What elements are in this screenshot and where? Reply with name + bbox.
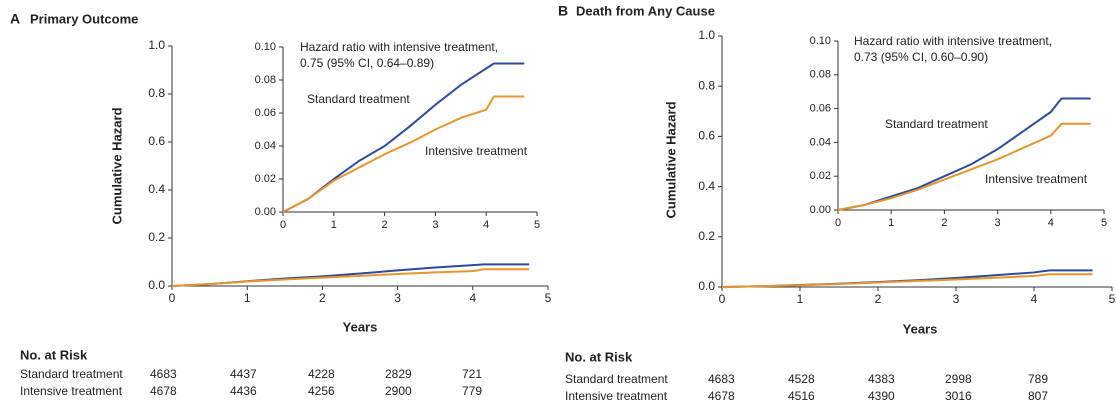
risk-value: 807 bbox=[1028, 389, 1048, 403]
risk-value: 4390 bbox=[868, 389, 895, 403]
series-label: Intensive treatment bbox=[425, 144, 528, 158]
main-x-tick-label: 0 bbox=[169, 291, 176, 305]
inset-line bbox=[282, 95, 525, 213]
x-axis-label: Years bbox=[903, 321, 938, 336]
y-axis-label: Cumulative Hazard bbox=[109, 107, 124, 224]
series-label: Intensive treatment bbox=[985, 172, 1088, 186]
risk-value: 4678 bbox=[150, 384, 177, 398]
inset-y-tick-label: 0.08 bbox=[255, 74, 276, 86]
main-y-tick-label: 0.0 bbox=[148, 278, 165, 292]
inset-x-tick-label: 1 bbox=[888, 217, 894, 229]
series-label: Standard treatment bbox=[307, 92, 410, 106]
main-x-tick-label: 3 bbox=[953, 292, 960, 306]
x-axis-label: Years bbox=[343, 319, 378, 334]
inset-y-tick-label: 0.00 bbox=[255, 206, 276, 218]
inset-x-tick-label: 3 bbox=[432, 219, 438, 231]
main-x-tick-label: 4 bbox=[1031, 292, 1038, 306]
risk-value: 2829 bbox=[385, 367, 412, 381]
inset-y-tick-label: 0.02 bbox=[810, 170, 831, 182]
inset-y-tick-label: 0.04 bbox=[810, 136, 831, 148]
risk-value: 3016 bbox=[945, 389, 972, 403]
risk-table-title: No. at Risk bbox=[565, 349, 633, 364]
inset-y-tick-label: 0.06 bbox=[255, 107, 276, 119]
inset-y-tick-label: 0.04 bbox=[255, 140, 276, 152]
risk-value: 4528 bbox=[788, 372, 815, 386]
annotation: Hazard ratio with intensive treatment, bbox=[300, 40, 498, 54]
risk-value: 779 bbox=[462, 384, 482, 398]
inset-x-tick-label: 1 bbox=[331, 219, 337, 231]
main-y-tick-label: 0.2 bbox=[698, 229, 715, 243]
panel-title: Death from Any Cause bbox=[576, 3, 715, 18]
inset-x-tick-label: 2 bbox=[941, 217, 947, 229]
risk-value: 4516 bbox=[788, 389, 815, 403]
inset-x-tick-label: 4 bbox=[483, 219, 489, 231]
line bbox=[721, 269, 1093, 288]
inset-x-tick-label: 3 bbox=[995, 217, 1001, 229]
risk-row-name: Intensive treatment bbox=[565, 389, 668, 403]
inset-x-tick-label: 2 bbox=[382, 219, 388, 231]
inset-x-tick-label: 5 bbox=[1101, 217, 1107, 229]
inset-y-tick-label: 0.08 bbox=[810, 69, 831, 81]
risk-value: 2900 bbox=[385, 384, 412, 398]
panel-title: Primary Outcome bbox=[30, 11, 138, 26]
risk-value: 2998 bbox=[945, 372, 972, 386]
risk-row-name: Intensive treatment bbox=[20, 384, 123, 398]
risk-row-name: Standard treatment bbox=[20, 367, 123, 381]
inset-x-tick-label: 5 bbox=[534, 219, 540, 231]
risk-value: 4683 bbox=[708, 372, 735, 386]
risk-value: 4228 bbox=[308, 367, 335, 381]
risk-table-title: No. at Risk bbox=[20, 347, 88, 362]
inset-y-tick-label: 0.02 bbox=[255, 173, 276, 185]
line bbox=[171, 268, 530, 287]
main-y-tick-label: 0.6 bbox=[698, 129, 715, 143]
main-x-tick-label: 5 bbox=[545, 291, 552, 305]
risk-value: 789 bbox=[1028, 372, 1048, 386]
main-x-tick-label: 2 bbox=[319, 291, 326, 305]
line bbox=[721, 273, 1093, 288]
y-axis-label: Cumulative Hazard bbox=[663, 101, 678, 218]
inset-x-tick-label: 4 bbox=[1048, 217, 1054, 229]
main-x-tick-label: 5 bbox=[1109, 292, 1116, 306]
main-x-tick-label: 1 bbox=[244, 291, 251, 305]
panel-label: A bbox=[10, 11, 20, 27]
main-y-tick-label: 1.0 bbox=[698, 28, 715, 42]
inset-y-tick-label: 0.10 bbox=[810, 35, 831, 47]
main-x-tick-label: 1 bbox=[797, 292, 804, 306]
main-x-tick-label: 0 bbox=[719, 292, 726, 306]
main-y-tick-label: 0.4 bbox=[148, 182, 165, 196]
inset-y-tick-label: 0.10 bbox=[255, 41, 276, 53]
main-x-tick-label: 3 bbox=[394, 291, 401, 305]
annotation: 0.73 (95% CI, 0.60–0.90) bbox=[854, 50, 988, 64]
risk-value: 721 bbox=[462, 367, 482, 381]
risk-value: 4256 bbox=[308, 384, 335, 398]
inset-x-tick-label: 0 bbox=[835, 217, 841, 229]
main-x-tick-label: 4 bbox=[469, 291, 476, 305]
inset-y-tick-label: 0.00 bbox=[810, 204, 831, 216]
panel-label: B bbox=[558, 3, 568, 19]
main-y-tick-label: 0.8 bbox=[148, 86, 165, 100]
main-y-tick-label: 0.2 bbox=[148, 230, 165, 244]
inset-line bbox=[837, 122, 1091, 211]
annotation: 0.75 (95% CI, 0.64–0.89) bbox=[300, 56, 434, 70]
risk-value: 4683 bbox=[150, 367, 177, 381]
main-x-tick-label: 2 bbox=[875, 292, 882, 306]
main-y-tick-label: 0.6 bbox=[148, 134, 165, 148]
risk-value: 4678 bbox=[708, 389, 735, 403]
main-y-tick-label: 0.0 bbox=[698, 279, 715, 293]
main-y-tick-label: 0.4 bbox=[698, 179, 715, 193]
risk-value: 4437 bbox=[230, 367, 257, 381]
inset-y-tick-label: 0.06 bbox=[810, 103, 831, 115]
risk-value: 4383 bbox=[868, 372, 895, 386]
risk-value: 4436 bbox=[230, 384, 257, 398]
inset-x-tick-label: 0 bbox=[280, 219, 286, 231]
main-y-tick-label: 0.8 bbox=[698, 78, 715, 92]
main-y-tick-label: 1.0 bbox=[148, 38, 165, 52]
inset-line bbox=[837, 97, 1091, 211]
annotation: Hazard ratio with intensive treatment, bbox=[854, 34, 1052, 48]
risk-row-name: Standard treatment bbox=[565, 372, 668, 386]
series-label: Standard treatment bbox=[885, 117, 988, 131]
